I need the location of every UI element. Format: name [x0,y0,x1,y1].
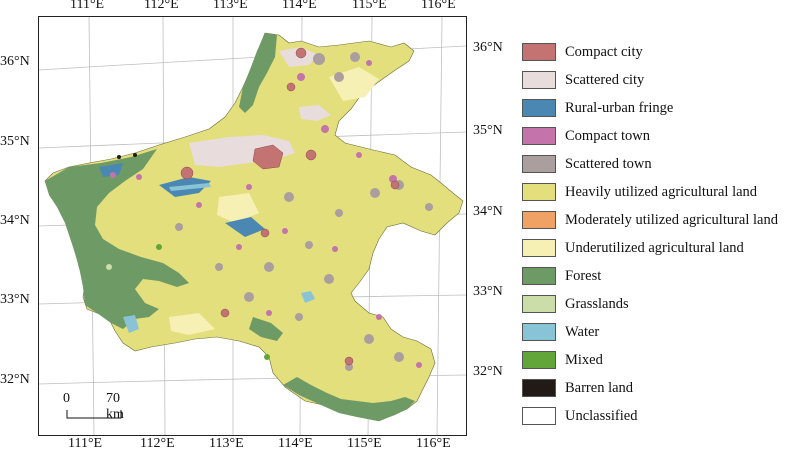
top-lon-label: 112°E [144,0,179,12]
legend-item-underutilized-agricultural-land: Underutilized agricultural land [522,238,744,258]
legend-label: Compact town [565,127,650,144]
zhengzhou-city [252,144,284,170]
legend-label: Compact city [565,43,643,60]
forest-patches [45,33,415,421]
right-lat-label: 33°N [473,284,503,299]
legend-label: Barren land [565,379,634,396]
legend-label: Underutilized agricultural land [565,239,744,256]
pingdingshan-city [260,228,270,238]
legend-swatch [522,99,556,117]
legend-label: Unclassified [565,407,638,424]
luoyang-city [180,166,194,180]
mixed-patch [156,244,162,250]
land-cover-map [39,17,466,435]
left-lat-label: 33°N [0,292,30,307]
legend-label: Scattered town [565,155,652,172]
compact-city-patches [180,47,400,366]
reservoir-central [301,291,315,303]
legend-swatch [522,351,556,369]
left-lat-label: 36°N [0,54,30,69]
legend-swatch [522,267,556,285]
legend-swatch [522,71,556,89]
legend-label: Rural-urban fringe [565,99,674,116]
legend-item-scattered-city: Scattered city [522,70,644,90]
kaifeng-city [305,149,317,161]
right-lat-label: 32°N [473,364,503,379]
xinxiang-city [286,82,296,92]
legend-swatch [522,183,556,201]
right-lat-label: 35°N [473,123,503,138]
mixed-patch [264,354,270,360]
scale-distance-label: 70 km [106,391,124,422]
bottom-lon-label: 112°E [140,436,175,451]
left-lat-label: 34°N [0,213,30,228]
legend-label: Moderately utilized agricultural land [565,211,778,228]
top-lon-label: 116°E [421,0,456,12]
reservoir-west [123,315,139,333]
anyang-city [295,47,307,59]
scale-zero-label: 0 [63,391,70,406]
legend-label: Scattered city [565,71,645,88]
legend-item-scattered-town: Scattered town [522,154,652,174]
scale-bar-line [66,410,122,419]
compact-town-patches [110,60,422,368]
legend-item-water: Water [522,322,599,342]
left-lat-label: 32°N [0,372,30,387]
legend-swatch [522,43,556,61]
legend-item-unclassified: Unclassified [522,406,637,426]
river-segment [169,183,211,191]
bottom-lon-label: 116°E [416,436,451,451]
legend-item-mixed: Mixed [522,350,603,370]
legend-swatch [522,239,556,257]
legend-item-heavily-utilized-agricultural-land: Heavily utilized agricultural land [522,182,757,202]
top-lon-label: 114°E [282,0,317,12]
right-lat-label: 36°N [473,40,503,55]
barren-patch [117,155,121,159]
legend-item-compact-town: Compact town [522,126,650,146]
legend-swatch [522,211,556,229]
grassland-patch [106,264,112,270]
top-lon-label: 113°E [213,0,248,12]
bottom-lon-label: 113°E [209,436,244,451]
legend-swatch [522,127,556,145]
legend-label: Mixed [565,351,603,368]
left-lat-label: 35°N [0,134,30,149]
top-lon-label: 115°E [352,0,387,12]
legend-item-rural-urban-fringe: Rural-urban fringe [522,98,673,118]
legend-item-forest: Forest [522,266,601,286]
legend-swatch [522,407,556,425]
top-lon-label: 111°E [70,0,105,12]
map-frame [38,16,467,436]
legend-label: Heavily utilized agricultural land [565,183,758,200]
shangqiu-city [390,180,400,190]
bottom-lon-label: 111°E [68,436,103,451]
sparse-classes [106,153,270,360]
barren-patch [133,153,137,157]
nanyang-city [220,308,230,318]
legend-label: Water [565,323,600,340]
legend-label: Forest [565,267,602,284]
bottom-lon-label: 114°E [278,436,313,451]
water-patches [123,183,315,333]
legend-item-barren-land: Barren land [522,378,633,398]
legend-label: Grasslands [565,295,629,312]
legend-swatch [522,155,556,173]
legend-item-grasslands: Grasslands [522,294,629,314]
right-lat-label: 34°N [473,204,503,219]
legend-swatch [522,323,556,341]
legend-item-compact-city: Compact city [522,42,643,62]
bottom-lon-label: 115°E [347,436,382,451]
legend-swatch [522,379,556,397]
legend-item-moderately-utilized-agricultural-land: Moderately utilized agricultural land [522,210,778,230]
legend-swatch [522,295,556,313]
xinyang-city [344,356,354,366]
